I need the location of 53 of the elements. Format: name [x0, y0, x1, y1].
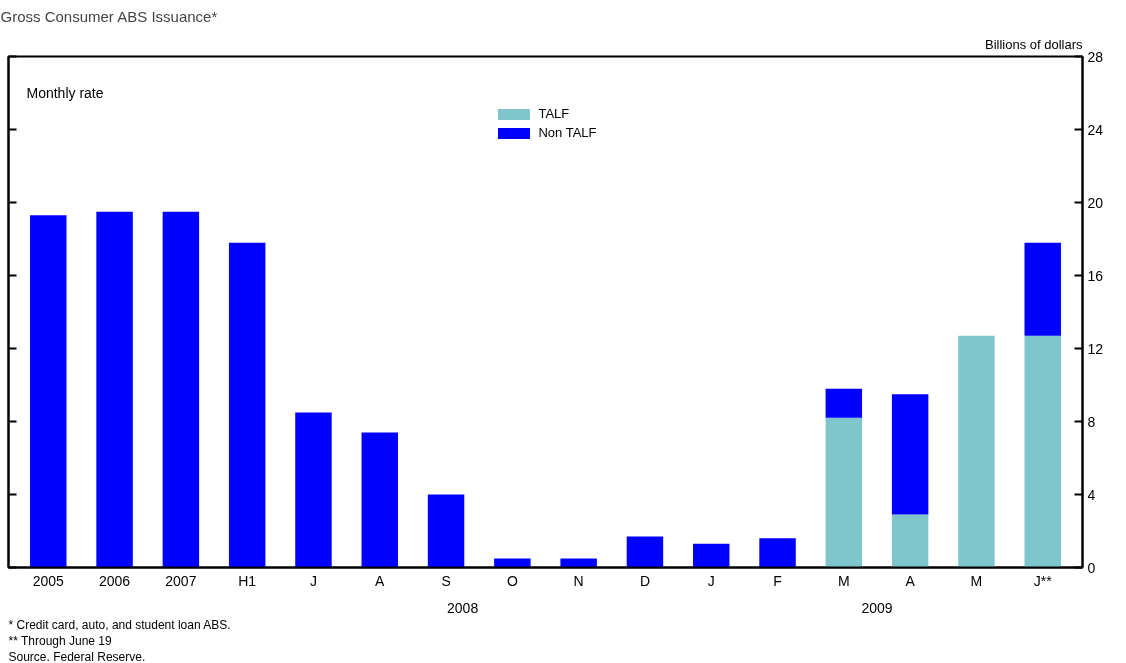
- x-tick-label: M: [970, 572, 983, 589]
- y-axis-title: Billions of dollars: [984, 36, 1083, 52]
- text: ** Through June 19: [8, 633, 113, 648]
- text: * Credit card, auto, and student loan ABS.: [8, 617, 231, 632]
- x-tick-label: J: [707, 572, 715, 589]
- legend-label: TALF: [538, 106, 570, 121]
- bar: [228, 242, 266, 568]
- x-tick-label: A: [375, 572, 386, 589]
- x-tick-label: F: [773, 572, 782, 589]
- y-tick-label: 20: [1087, 194, 1104, 211]
- bar: [162, 211, 200, 568]
- y-tick-label: 24: [1087, 121, 1104, 138]
- x-tick-label: O: [506, 572, 518, 589]
- bar: [759, 538, 796, 568]
- annotation: Monthly rate: [26, 84, 104, 101]
- y-tick-label: 0: [1087, 559, 1096, 576]
- y-tick-label: 12: [1087, 340, 1104, 357]
- x-tick-label: J: [309, 572, 317, 589]
- chart-title: Gross Consumer ABS Issuance*: [0, 7, 218, 25]
- x-tick-label: S: [441, 572, 451, 589]
- source-note: Source. Federal Reserve.: [8, 649, 146, 663]
- bar: [361, 432, 398, 568]
- bar: [891, 514, 929, 568]
- x-tick-label: 2007: [165, 572, 197, 589]
- x-tick-label: A: [905, 572, 916, 589]
- x-tick-label: M: [838, 572, 850, 589]
- x-tick-label: 2006: [99, 572, 131, 589]
- bar: [96, 211, 133, 568]
- x-tick-label: 2005: [32, 572, 65, 589]
- y-tick-label: 16: [1087, 267, 1104, 284]
- bar: [560, 558, 597, 568]
- y-tick-label: 28: [1087, 48, 1104, 65]
- bar: [626, 536, 664, 568]
- bar: [958, 335, 995, 568]
- y-tick-label: 8: [1087, 413, 1096, 430]
- bar: [1024, 335, 1061, 568]
- bar: [891, 394, 929, 515]
- x-tick-label: H1: [238, 572, 257, 589]
- legend-label: Non TALF: [538, 125, 597, 140]
- bar: [295, 412, 332, 568]
- x-tick-label: D: [639, 572, 651, 589]
- y-tick-label: 4: [1087, 486, 1096, 503]
- text: 2008: [447, 599, 479, 616]
- text: 2009: [861, 599, 893, 616]
- bar: [1024, 242, 1061, 336]
- x-tick-label: N: [573, 572, 584, 589]
- bar: [427, 494, 465, 568]
- x-tick-label: J**: [1033, 572, 1053, 589]
- bar: [825, 388, 863, 418]
- bar: [30, 215, 67, 568]
- bar: [693, 543, 730, 568]
- bar: [494, 558, 531, 568]
- bar: [825, 417, 863, 568]
